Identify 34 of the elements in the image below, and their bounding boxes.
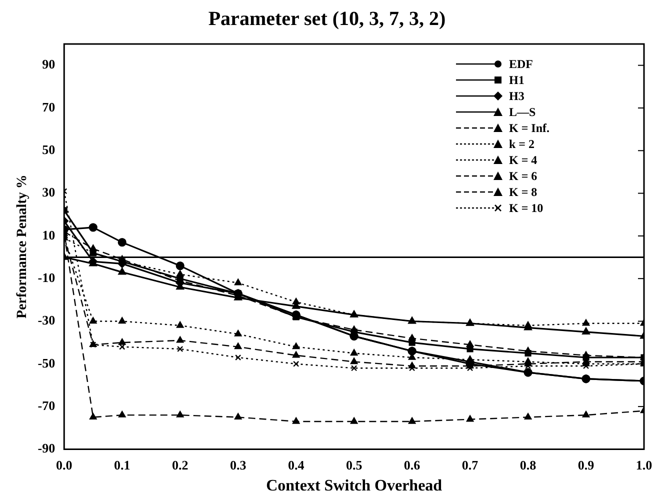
y-tick-label: -90 xyxy=(38,440,56,456)
x-tick-label: 0.6 xyxy=(404,457,421,472)
legend-label: L—S xyxy=(509,104,536,120)
y-tick-label: -50 xyxy=(38,355,56,370)
legend-label: H1 xyxy=(509,72,524,88)
legend-label: H3 xyxy=(509,88,524,104)
legend-label: K = Inf. xyxy=(509,120,550,136)
chart-title: Parameter set (10, 3, 7, 3, 2) xyxy=(208,8,446,30)
x-tick-label: 0.4 xyxy=(288,457,305,472)
legend-label: K = 10 xyxy=(509,200,544,216)
y-axis-title: Performance Penalty % xyxy=(15,174,30,319)
y-tick-label: 70 xyxy=(42,99,56,114)
y-tick-label: -30 xyxy=(38,312,56,328)
x-tick-label: 0.7 xyxy=(462,457,479,472)
y-tick-label: -10 xyxy=(38,270,56,285)
x-axis-title: Context Switch Overhead xyxy=(266,478,442,495)
legend-label: EDF xyxy=(509,56,533,72)
x-tick-label: 0.5 xyxy=(346,457,363,472)
x-tick-label: 0.2 xyxy=(172,457,188,472)
legend-label: k = 2 xyxy=(509,136,535,152)
x-tick-label: 0.1 xyxy=(114,457,130,472)
x-tick-label: 1.0 xyxy=(636,457,652,472)
legend-label: K = 4 xyxy=(509,152,538,168)
x-tick-label: 0.8 xyxy=(520,457,537,472)
y-tick-label: 50 xyxy=(42,142,56,157)
y-tick-label: 90 xyxy=(42,56,56,72)
y-tick-label: -70 xyxy=(38,398,56,413)
x-tick-label: 0.9 xyxy=(578,457,595,472)
legend-label: K = 8 xyxy=(509,184,538,200)
y-tick-label: 30 xyxy=(42,184,56,200)
x-tick-label: 0.3 xyxy=(230,457,247,472)
y-tick-label: 10 xyxy=(42,227,56,242)
x-tick-label: 0.0 xyxy=(56,457,72,472)
legend-label: K = 6 xyxy=(509,168,538,184)
